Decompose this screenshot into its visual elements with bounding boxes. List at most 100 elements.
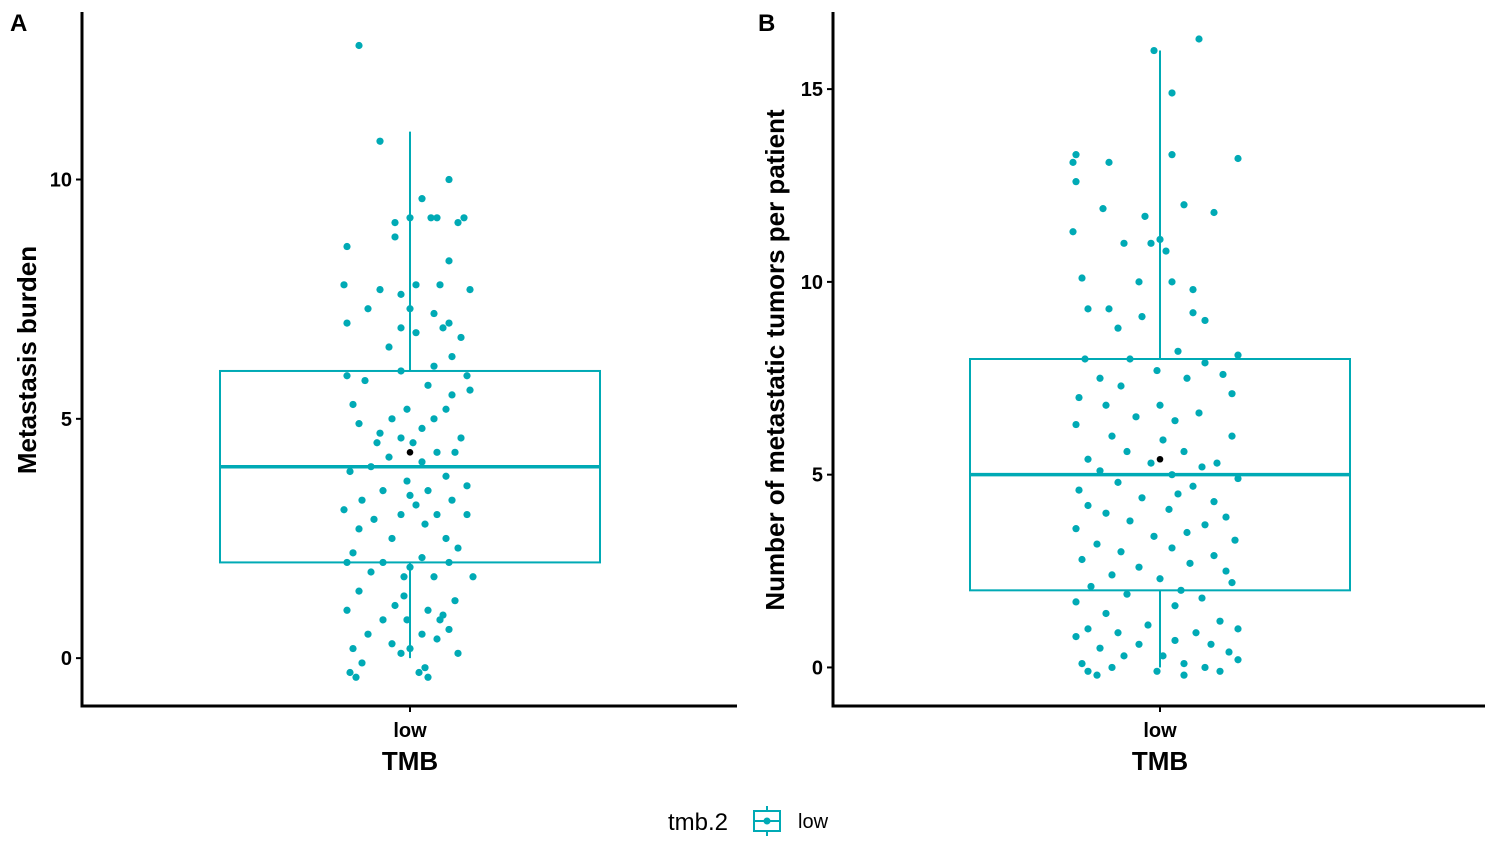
panel-a-data-point [358,659,366,667]
panel-a-data-point [397,367,405,375]
panel-b-data-point [1180,671,1188,679]
panel-a-data-point [343,242,351,251]
panel-b-data-point [1114,478,1122,486]
panel-a-data-point [349,549,357,557]
panel-b-data-point [1084,455,1092,463]
panel-b-data-point [1153,667,1161,675]
panel-b-data-point [1207,640,1215,648]
panel-a-data-point [412,329,420,337]
panel-b-data-point [1138,312,1146,321]
panel-b-data-point [1072,598,1080,606]
panel-a-x-tick-label: low [393,720,427,742]
legend-key-point [763,817,771,825]
panel-b-data-point [1228,432,1236,440]
panel-b-data-point [1195,35,1203,43]
panel-b-data-point [1156,401,1164,409]
panel-b-data-point [1093,540,1101,548]
panel-b-data-point [1123,447,1131,456]
legend-title: tmb.2 [668,809,728,836]
panel-b-data-point [1234,154,1242,163]
panel-b-data-point [1168,89,1176,97]
panel-a-data-point [442,534,450,543]
panel-b-mean-point [1156,455,1164,463]
panel-b-data-point [1150,46,1158,55]
panel-b-data-point [1105,158,1113,166]
panel-a-data-point [418,458,426,466]
panel-a-data-point [424,606,432,614]
panel-b-data-point [1228,390,1236,398]
panel-b-data-point [1192,629,1200,637]
panel-b-data-point [1087,582,1095,591]
panel-a-data-point [388,534,396,543]
panel-a-data-point [373,439,381,447]
panel-a-data-point [376,137,384,145]
panel-b-data-point [1084,625,1092,633]
panel-a-data-point [406,491,414,500]
panel-b-data-point [1078,659,1086,668]
panel-b-data-point [1159,436,1167,444]
panel-b-data-point [1108,432,1116,440]
panel-b-data-point [1072,178,1080,186]
panel-b-data-point [1189,286,1197,294]
panel-a-data-point [340,506,348,514]
panel-a-data-point [448,391,456,399]
panel-a-data-point [433,510,441,519]
panel-a-data-point [412,501,420,509]
panel-a-data-point [457,434,465,442]
panel-a-data-point [343,319,351,327]
panel-b-data-point [1126,517,1134,525]
panel-b-data-point [1135,563,1143,571]
panel-a-data-point [451,597,459,605]
panel-a-data-point [391,218,399,227]
legend-item-label: low [798,811,829,833]
panel-a-data-point [400,573,408,581]
panel-b-data-point [1183,528,1191,537]
panel-b-data-point [1225,648,1233,656]
panel-b-data-point [1123,590,1131,598]
panel-a-data-point [454,544,462,552]
panel-a-y-tick-label: 0 [61,648,72,670]
panel-b-data-point [1210,208,1218,217]
panel-b-data-point [1216,667,1224,675]
panel-a-data-point [391,601,399,610]
panel-a-data-point [445,257,453,265]
panel-a-data-point [421,664,429,672]
panel-b-data-point [1171,602,1179,610]
panel-a-data-point [400,592,408,600]
panel-b-data-point [1108,571,1116,579]
panel-b-data-point [1174,347,1182,355]
panel-b-data-point [1228,579,1236,587]
panel-b-x-axis-title: TMB [1132,746,1188,776]
panel-b-data-point [1117,548,1125,556]
panel-b-data-point [1234,656,1242,664]
panel-a-data-point [403,405,411,413]
panel-b-data-point [1084,305,1092,313]
panel-a-data-point [346,668,354,677]
panel-b-data-point [1180,447,1188,456]
panel-a-data-point [388,640,396,648]
panel-b-data-point [1171,417,1179,425]
panel-a-data-point [391,233,399,241]
panel-a-data-point [430,573,438,581]
panel-a-data-point [352,673,360,681]
panel-a-data-point [358,496,366,504]
panel-b-data-point [1072,633,1080,641]
panel-a-data-point [379,558,387,567]
panel-a-data-point [427,214,435,222]
panel-b-data-point [1147,239,1155,247]
panel-b-y-tick-label: 15 [801,79,823,101]
panel-b-data-point [1102,609,1110,618]
panel-b-y-tick-label: 5 [812,465,823,487]
panel-a-data-point [457,333,465,342]
panel-b-data-point [1078,274,1086,282]
legend: tmb.2 low [668,806,829,836]
panel-a-data-point [424,487,432,495]
panel-a-data-point [424,381,432,389]
panel-a-data-point [343,558,351,567]
panel-b-data-point [1108,663,1116,672]
panel-a-data-point [397,649,405,657]
panel-b-data-point [1189,482,1197,490]
panel-a-data-point [433,214,441,222]
panel-b-data-point [1114,629,1122,637]
panel-a-data-point [379,616,387,624]
